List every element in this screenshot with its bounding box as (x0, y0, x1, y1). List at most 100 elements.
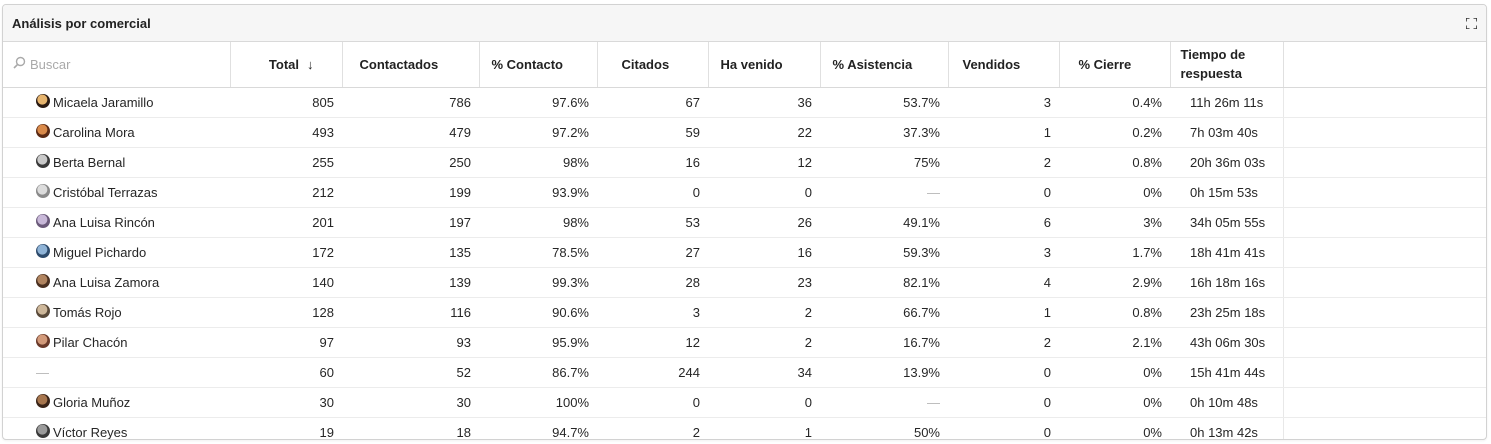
cell-name[interactable]: Víctor Reyes (3, 417, 230, 440)
avatar (36, 273, 50, 288)
table-row[interactable]: Pilar Chacón 97 93 95.9% 12 2 16.7% 2 2.1% 43h 06… (3, 327, 1486, 358)
analysis-panel: Análisis por comercial (2, 4, 1487, 440)
table-row[interactable]: — 60 52 86.7% 244 34 13.9% 0 0% 15h 41m 44s (3, 357, 1486, 388)
column-header-contactados[interactable]: Contactados (342, 42, 480, 88)
cell-name[interactable]: Tomás Rojo (3, 297, 230, 328)
cell-contactados: 135 (342, 237, 479, 268)
cell-vendidos: 3 (948, 237, 1059, 268)
table-row[interactable]: Víctor Reyes 19 18 94.7% 2 1 50% 0 0% 0h 13m 42s (3, 417, 1486, 440)
cell-pct-cierre: 2.1% (1059, 327, 1170, 358)
cell-total: 60 (230, 357, 342, 388)
sort-down-icon: ↓ (307, 56, 314, 72)
cell-ha-venido: 2 (708, 327, 820, 358)
avatar (36, 93, 50, 108)
search-input[interactable] (30, 56, 190, 72)
cell-vendidos: 0 (948, 417, 1059, 439)
cell-ha-venido: 36 (708, 87, 820, 118)
cell-name[interactable]: Miguel Pichardo (3, 237, 230, 268)
table-header-row: Total ↓ Contactados % Contacto Citados Ha… (3, 42, 1486, 88)
avatar (36, 423, 50, 438)
cell-name[interactable]: Berta Bernal (3, 147, 230, 178)
cell-pct-cierre: 0% (1059, 417, 1170, 439)
cell-tiempo-respuesta: 0h 15m 53s (1170, 177, 1283, 208)
cell-name[interactable]: — (3, 357, 230, 388)
cell-contactados: 199 (342, 177, 479, 208)
cell-contactados: 93 (342, 327, 479, 358)
cell-contactados: 18 (342, 417, 479, 439)
column-header-citados[interactable]: Citados (597, 42, 709, 88)
cell-pct-asistencia: 66.7% (820, 297, 948, 328)
table-row[interactable]: Cristóbal Terrazas 212 199 93.9% 0 0—0 0% 0h 15… (3, 177, 1486, 208)
cell-citados: 27 (597, 237, 708, 268)
cell-pct-asistencia: 75% (820, 147, 948, 178)
panel-title: Análisis por comercial (12, 15, 151, 31)
cell-tiempo-respuesta: 34h 05m 55s (1170, 207, 1283, 238)
cell-pct-cierre: 1.7% (1059, 237, 1170, 268)
rep-name: Pilar Chacón (53, 335, 128, 351)
avatar (36, 153, 50, 168)
cell-empty (1282, 387, 1486, 418)
avatar (36, 123, 50, 138)
cell-ha-venido: 0 (708, 177, 820, 208)
cell-pct-contacto: 94.7% (479, 417, 597, 439)
cell-empty (1282, 417, 1486, 439)
column-header-vendidos[interactable]: Vendidos (948, 42, 1060, 88)
column-header-pct-asistencia[interactable]: % Asistencia (820, 42, 949, 88)
avatar (36, 333, 50, 348)
rep-name: Micaela Jaramillo (53, 95, 154, 111)
cell-pct-asistencia: 16.7% (820, 327, 948, 358)
cell-pct-contacto: 95.9% (479, 327, 597, 358)
cell-empty (1282, 297, 1486, 328)
cell-citados: 2 (597, 417, 708, 439)
table-row[interactable]: Gloria Muñoz 30 30 100% 0 0—0 0% 0h 10m 48s (3, 387, 1486, 418)
cell-name[interactable]: Cristóbal Terrazas (3, 177, 230, 208)
table-row[interactable]: Berta Bernal 255 250 98% 16 12 75% 2 0.8% 20h 36m… (3, 147, 1486, 178)
table-row[interactable]: Ana Luisa Rincón 201 197 98% 53 26 49.1% 6 3% 34h… (3, 207, 1486, 238)
cell-contactados: 139 (342, 267, 479, 298)
table-row[interactable]: Tomás Rojo 128 116 90.6% 3 2 66.7% 1 0.8% 23h 25m… (3, 297, 1486, 328)
cell-ha-venido: 1 (708, 417, 820, 439)
column-header-tiempo-respuesta[interactable]: Tiempo de respuesta (1170, 42, 1284, 88)
cell-name[interactable]: Micaela Jaramillo (3, 87, 230, 118)
cell-pct-contacto: 78.5% (479, 237, 597, 268)
cell-pct-asistencia: 53.7% (820, 87, 948, 118)
cell-empty (1282, 87, 1486, 118)
column-header-pct-cierre[interactable]: % Cierre (1059, 42, 1171, 88)
cell-pct-asistencia: — (820, 177, 948, 208)
cell-tiempo-respuesta: 23h 25m 18s (1170, 297, 1283, 328)
cell-citados: 3 (597, 297, 708, 328)
column-header-pct-contacto[interactable]: % Contacto (479, 42, 598, 88)
column-header-ha-venido[interactable]: Ha venido (708, 42, 821, 88)
cell-name[interactable]: Pilar Chacón (3, 327, 230, 358)
cell-ha-venido: 0 (708, 387, 820, 418)
table-row[interactable]: Miguel Pichardo 172 135 78.5% 27 16 59.3% 3 1.7%… (3, 237, 1486, 268)
cell-tiempo-respuesta: 11h 26m 11s (1170, 87, 1283, 118)
rep-name: Miguel Pichardo (53, 245, 147, 261)
cell-ha-venido: 34 (708, 357, 820, 388)
cell-tiempo-respuesta: 18h 41m 41s (1170, 237, 1283, 268)
cell-name[interactable]: Ana Luisa Rincón (3, 207, 230, 238)
cell-vendidos: 1 (948, 117, 1059, 148)
column-header-total[interactable]: Total ↓ (230, 42, 343, 88)
cell-name[interactable]: Gloria Muñoz (3, 387, 230, 418)
rep-name: Víctor Reyes (53, 425, 128, 440)
table-row[interactable]: Ana Luisa Zamora 140 139 99.3% 28 23 82.1% 4 2.9… (3, 267, 1486, 298)
avatar (36, 213, 50, 228)
cell-pct-contacto: 98% (479, 207, 597, 238)
cell-pct-cierre: 0.8% (1059, 147, 1170, 178)
table-row[interactable]: Carolina Mora 493 479 97.2% 59 22 37.3% 1 0.2% 7h… (3, 117, 1486, 148)
cell-citados: 67 (597, 87, 708, 118)
fullscreen-icon[interactable] (1464, 16, 1478, 30)
cell-empty (1282, 237, 1486, 268)
cell-ha-venido: 22 (708, 117, 820, 148)
cell-contactados: 197 (342, 207, 479, 238)
cell-pct-contacto: 97.6% (479, 87, 597, 118)
column-header-empty (1283, 42, 1486, 88)
cell-name[interactable]: Ana Luisa Zamora (3, 267, 230, 298)
cell-pct-asistencia: 59.3% (820, 237, 948, 268)
cell-name[interactable]: Carolina Mora (3, 117, 230, 148)
cell-vendidos: 4 (948, 267, 1059, 298)
table-row[interactable]: Micaela Jaramillo 805 786 97.6% 67 36 53.7% 3 0.… (3, 87, 1486, 118)
rep-name-empty: — (36, 364, 49, 380)
cell-pct-cierre: 2.9% (1059, 267, 1170, 298)
